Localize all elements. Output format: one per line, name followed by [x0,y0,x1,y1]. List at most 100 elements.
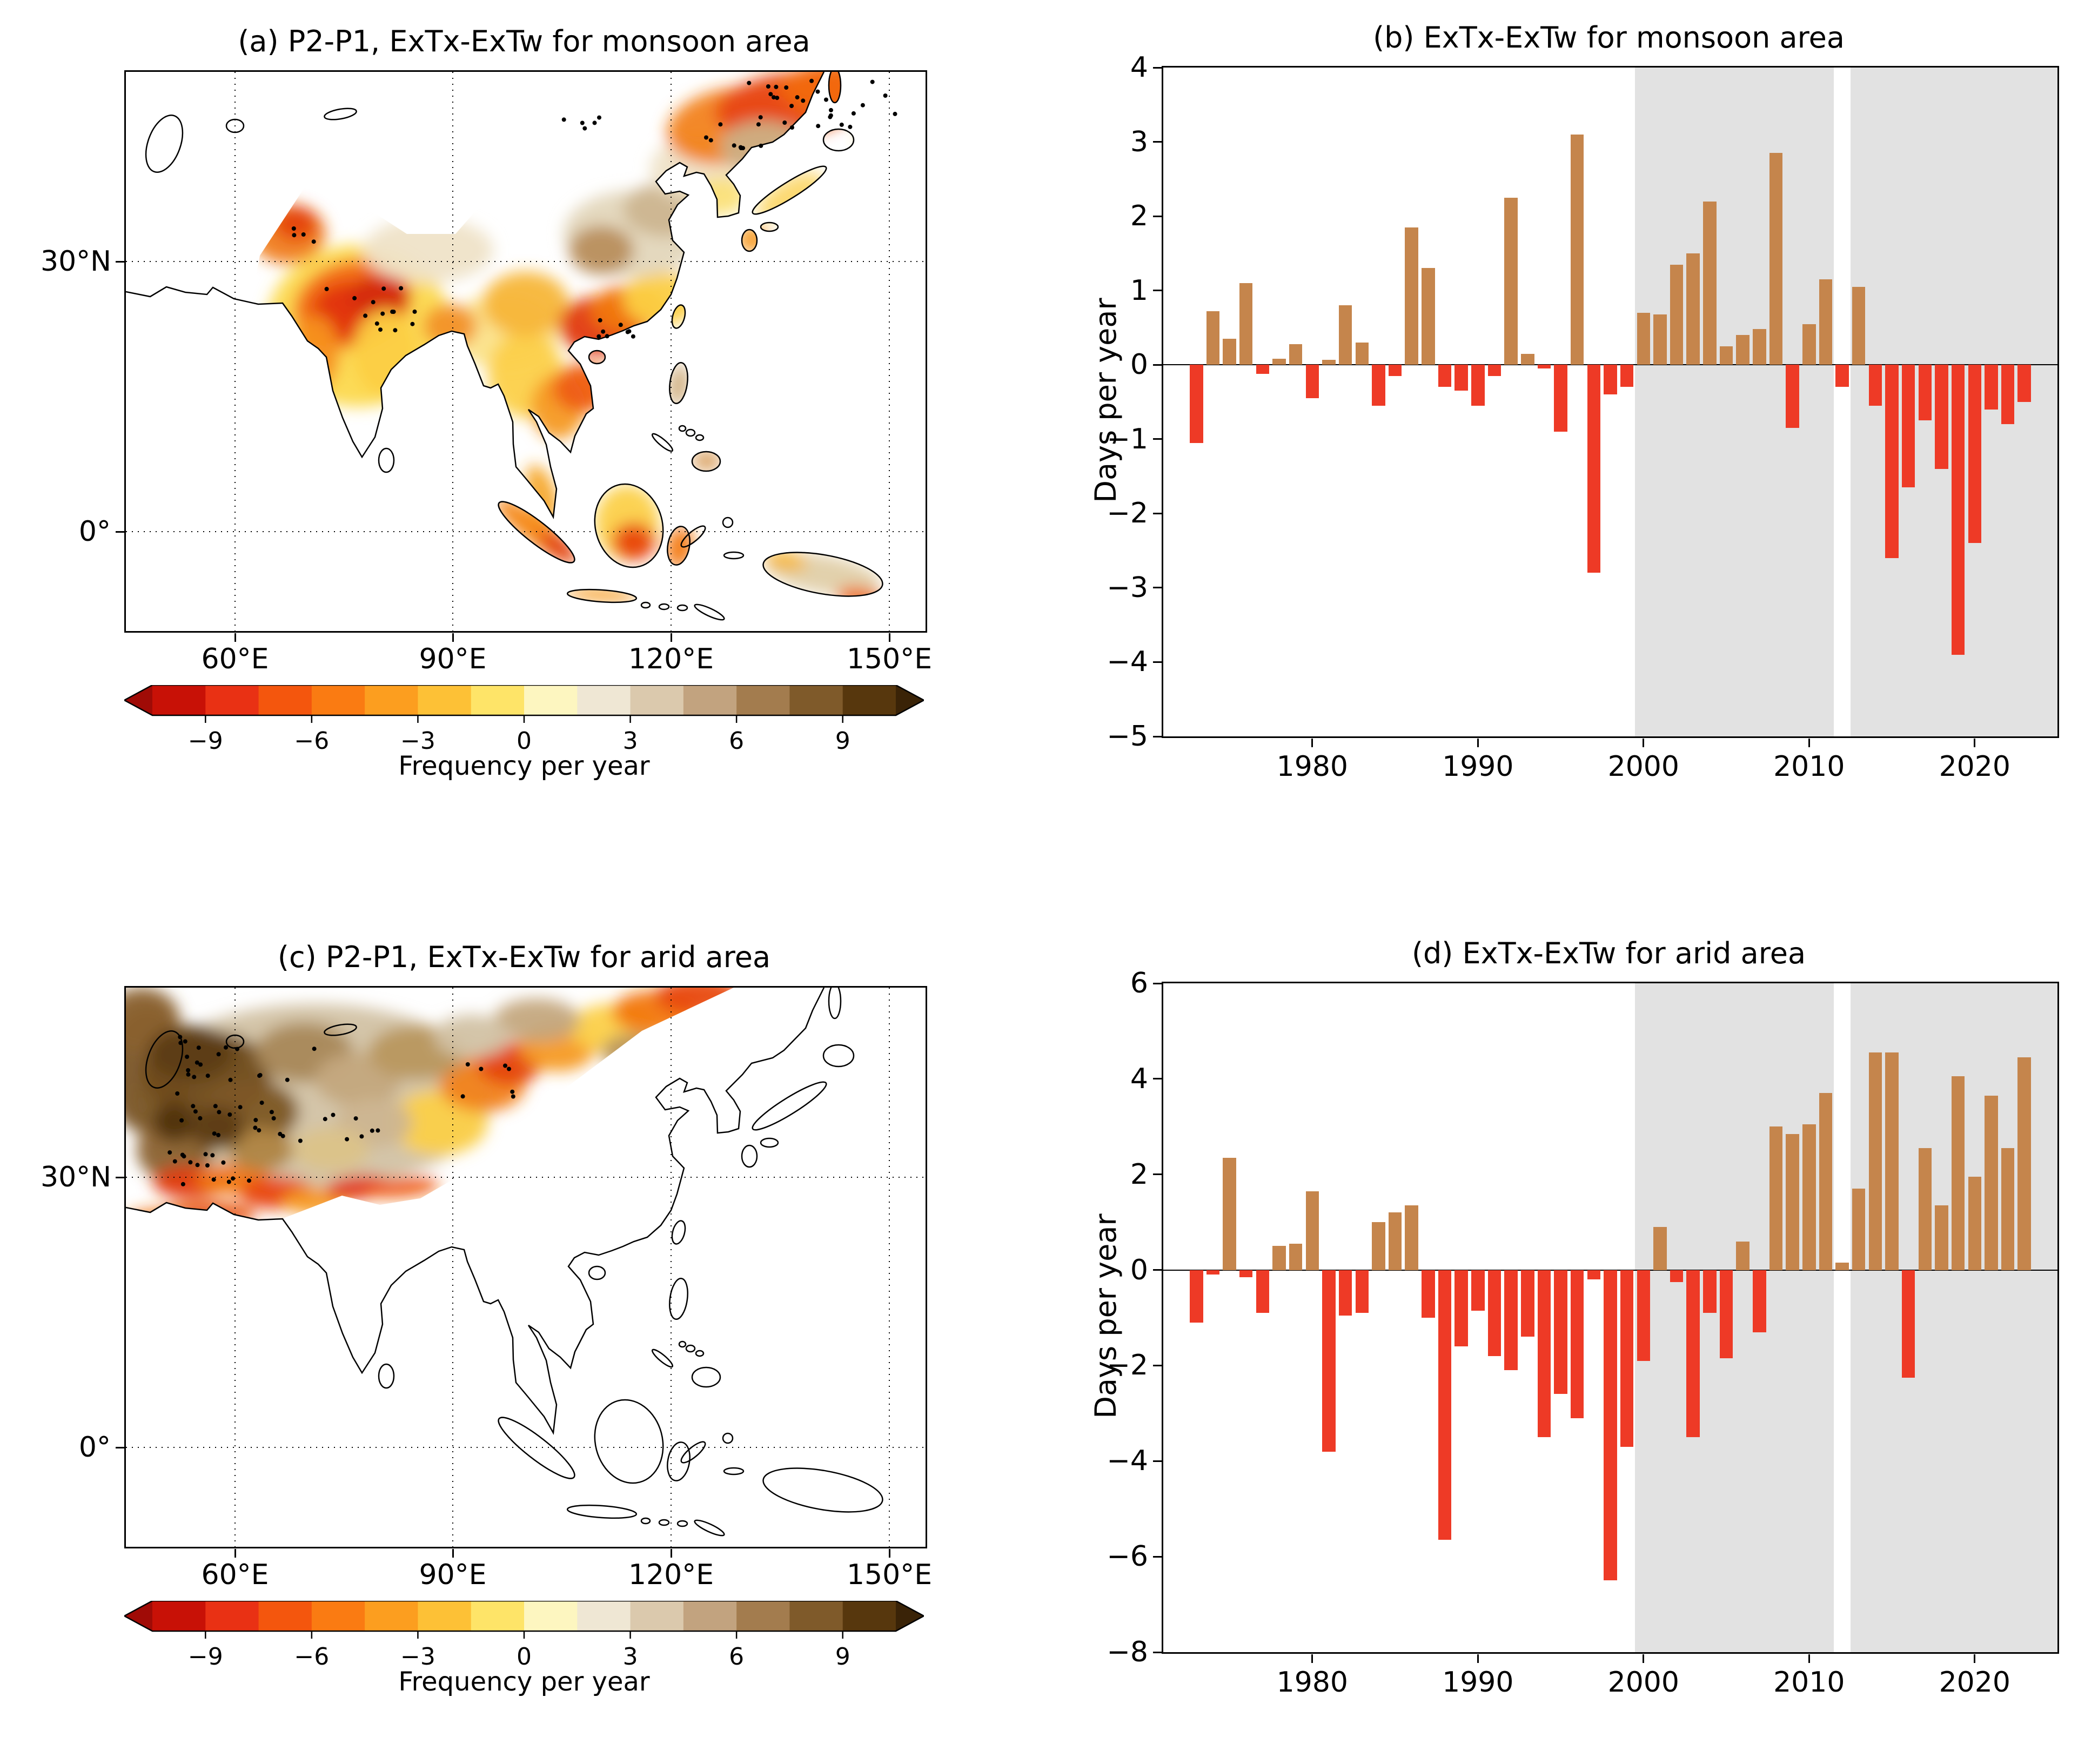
bar-1997 [1587,365,1601,573]
bar-2021 [1985,365,1998,410]
colorbar-svg [124,685,924,723]
colorbar-tick-label: 0 [517,727,532,755]
y-tick [1153,1173,1162,1176]
bar-2003 [1686,1270,1700,1438]
lon-tick [888,633,890,642]
bar-2009 [1786,365,1799,428]
colorbar-svg [124,1601,924,1639]
lat-tick-label: 30°N [41,245,112,278]
bar-1987 [1422,268,1435,365]
panel-c-title: (c) P2-P1, ExTx-ExTw for arid area [277,940,771,974]
lon-tick-label: 150°E [846,643,933,675]
bar-2011 [1819,279,1833,365]
bar-2000 [1637,1270,1651,1361]
lat-tick-label: 0° [78,1431,111,1464]
bar-1992 [1504,197,1518,365]
bar-1995 [1554,365,1567,432]
bar-2007 [1753,1270,1766,1332]
bar-2002 [1670,264,1684,365]
x-tick [1311,1654,1313,1663]
analysis-period-shading-1 [1635,983,1834,1652]
y-tick [1153,290,1162,292]
lon-tick [452,1549,454,1558]
lon-tick [888,1549,890,1558]
y-tick [1153,364,1162,366]
bar-2001 [1653,1226,1667,1270]
bar-2019 [1951,365,1965,655]
bar-1980 [1305,1191,1319,1270]
y-tick [1153,66,1162,69]
bar-2019 [1951,1076,1965,1270]
bar-1978 [1272,1246,1286,1270]
y-tick-label: 2 [1130,200,1148,233]
x-tick-label: 2010 [1773,1666,1845,1699]
bar-1993 [1521,353,1534,365]
y-tick [1153,1269,1162,1271]
panel-c: (c) P2-P1, ExTx-ExTw for arid area 30°N 0… [41,916,932,1764]
colorbar-tick-label: −6 [294,727,330,755]
lat-tick [116,260,124,263]
bar-1992 [1504,1270,1518,1371]
lon-tick-label: 90°E [419,1559,487,1591]
lon-tick [452,633,454,642]
bar-1985 [1388,365,1402,376]
bar-1994 [1537,1270,1551,1438]
lat-tick [116,531,124,533]
bar-1991 [1487,1270,1501,1356]
y-tick [1153,1555,1162,1558]
x-tick-label: 2000 [1607,750,1679,783]
x-tick [1477,1654,1479,1663]
y-tick-label: −4 [1107,1445,1148,1478]
lon-tick [234,633,236,642]
x-tick [1808,739,1810,747]
x-tick [1643,1654,1645,1663]
bar-1983 [1355,1270,1369,1313]
map-a-svg [126,72,926,631]
colorbar-tick-label: −9 [187,1643,223,1671]
y-tick-label: 0 [1130,348,1148,381]
colorbar-tick-label: 6 [729,1643,745,1671]
map-c-svg [126,988,926,1547]
y-tick-label: −5 [1107,720,1148,753]
lon-tick-label: 60°E [201,1559,269,1591]
bar-1988 [1438,365,1452,387]
plot-area [1163,68,2057,736]
x-tick [1477,739,1479,747]
bar-2017 [1918,365,1932,421]
bar-1979 [1289,344,1303,365]
bar-1997 [1587,1270,1601,1280]
x-tick [1974,1654,1976,1663]
x-tick-label: 1980 [1276,1666,1348,1699]
bar-2004 [1703,201,1717,365]
bar-2006 [1736,335,1749,365]
x-tick-label: 1990 [1442,1666,1514,1699]
bar-1977 [1256,1270,1270,1313]
colorbar-tick-label: −6 [294,1643,330,1671]
y-tick [1153,512,1162,514]
y-tick-label: 3 [1130,125,1148,158]
x-tick [1311,739,1313,747]
bar-1995 [1554,1270,1567,1394]
bar-2015 [1885,1052,1899,1270]
lon-tick [670,633,672,642]
bar-2023 [2017,365,2031,402]
panel-d-title: (d) ExTx-ExTw for arid area [1411,936,1806,970]
bar-2016 [1901,1270,1915,1378]
bar-2022 [2001,1148,2015,1270]
panel-b-plot: −5 −4 −3 −2 −1 0 1 2 3 4 1980 1990 2000 2010 2020 [1107,51,2059,783]
bar-2018 [1935,1205,1948,1270]
bar-1998 [1604,1270,1617,1581]
bar-2014 [1868,1052,1882,1270]
y-tick [1153,215,1162,217]
bar-1974 [1206,1270,1220,1275]
lon-tick-label: 150°E [846,1559,933,1591]
x-tick-label: 2000 [1607,1666,1679,1699]
bar-2008 [1769,153,1783,365]
bar-2011 [1819,1093,1833,1270]
bar-2012 [1835,1263,1849,1270]
y-tick [1153,141,1162,143]
bar-1979 [1289,1243,1303,1270]
lat-tick-label: 30°N [41,1161,112,1193]
x-tick [1643,739,1645,747]
y-tick-label: 4 [1130,51,1148,84]
